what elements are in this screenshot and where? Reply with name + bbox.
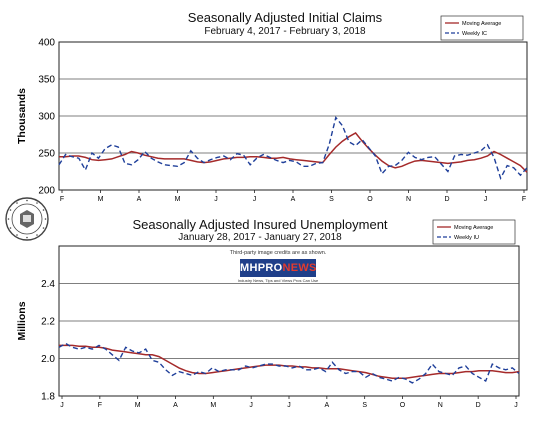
chart1-legend-label: Weekly IC — [462, 31, 487, 37]
chart2-xtick-label: D — [476, 402, 481, 409]
mhpronews-logo: MHPRONEWS.com — [240, 259, 332, 277]
chart1-xtick-label: A — [137, 196, 142, 203]
chart1-series-moving-average — [59, 132, 528, 173]
image-credit-text: Third-party image credits are as shown. — [229, 250, 327, 256]
chart2-ytick-label: 1.8 — [41, 392, 55, 403]
chart2-ytick-label: 2.2 — [41, 317, 55, 328]
chart1-ytick-label: 400 — [38, 38, 55, 49]
chart1-xtick-label: M — [175, 196, 181, 203]
chart1-xtick-label: F — [522, 196, 526, 203]
chart1-xtick-label: J — [484, 196, 488, 203]
chart1-xtick-label: J — [214, 196, 218, 203]
initial-claims-chart: 200 250 300 350 400 F M A M J J A S O N D J F Thousands Mov… — [16, 15, 528, 203]
chart1-legend-label: Moving Average — [462, 21, 501, 27]
chart1-xtick-label: M — [98, 196, 104, 203]
chart2-xtick-label: J — [60, 402, 64, 409]
chart2-subtitle: January 28, 2017 - January 27, 2018 — [178, 232, 342, 243]
chart2-legend-box — [432, 219, 516, 245]
dol-seal-icon — [5, 197, 49, 241]
chart2-legend-label: Weekly IU — [454, 235, 479, 241]
chart1-ytick-label: 300 — [38, 112, 55, 123]
chart1-title: Seasonally Adjusted Initial Claims — [187, 10, 383, 25]
chart1-xtick-label: A — [291, 196, 296, 203]
chart2-xtick-label: F — [98, 402, 102, 409]
chart1-xtick-label: J — [253, 196, 257, 203]
chart1-subtitle: February 4, 2017 - February 3, 2018 — [204, 26, 366, 37]
chart1-ylabel: Thousands — [16, 88, 28, 144]
chart2-series-moving-average — [59, 344, 520, 379]
chart1-legend-box — [440, 15, 524, 41]
chart2-legend-label: Moving Average — [454, 225, 493, 231]
chart1-xtick-label: N — [406, 196, 411, 203]
chart2-title: Seasonally Adjusted Insured Unemployment — [132, 217, 388, 232]
chart2-xtick-label: N — [438, 402, 443, 409]
chart2-xtick-label: M — [210, 402, 216, 409]
logo-right: NEWS — [282, 262, 317, 274]
chart1-xtick-label: O — [367, 196, 373, 203]
chart1-xtick-label: D — [444, 196, 449, 203]
logo-left: MHPRO — [240, 262, 283, 274]
chart2-xtick-label: O — [400, 402, 406, 409]
chart2-xtick-label: A — [173, 402, 178, 409]
chart2-xtick-label: A — [324, 402, 329, 409]
logo-suffix: .com — [316, 267, 332, 273]
chart2-xtick-label: J — [249, 402, 253, 409]
chart1-ytick-label: 350 — [38, 75, 55, 86]
chart2-ytick-label: 2.4 — [41, 279, 55, 290]
chart2-xtick-label: M — [135, 402, 141, 409]
chart2-xtick-label: S — [362, 402, 367, 409]
chart1-ytick-label: 250 — [38, 149, 55, 160]
chart2-series-weekly — [58, 342, 520, 384]
chart2-xtick-label: J — [514, 402, 518, 409]
chart1-series-weekly — [58, 115, 528, 181]
chart2-xtick-label: J — [287, 402, 291, 409]
chart1-xtick-label: S — [329, 196, 334, 203]
chart2-ytick-label: 2.0 — [41, 354, 55, 365]
mhpronews-tagline: Industry News, Tips and Views Pros Can U… — [237, 278, 319, 283]
chart1-ytick-label: 200 — [38, 186, 55, 197]
insured-unemployment-chart: 1.8 2.0 2.2 2.4 J F M A M J J A S O N D J Millions Moving … — [16, 219, 520, 409]
chart2-ylabel: Millions — [16, 301, 28, 340]
chart1-xtick-label: F — [60, 196, 64, 203]
mhpronews-watermark: Third-party image credits are as shown. … — [226, 250, 332, 300]
